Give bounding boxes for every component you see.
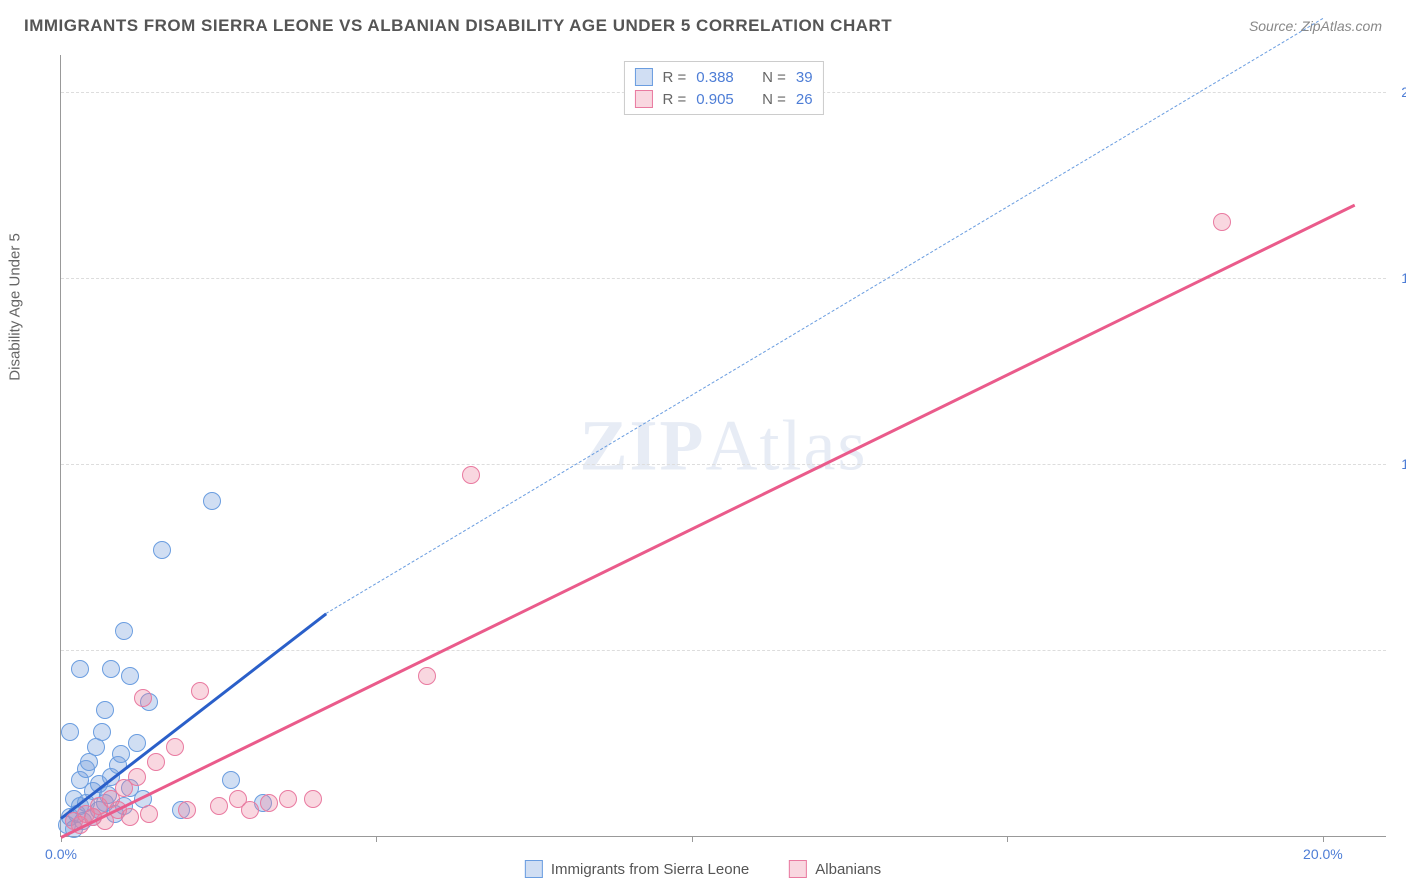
data-point [147,753,165,771]
trend-line [60,204,1355,839]
data-point [71,660,89,678]
source-attribution: Source: ZipAtlas.com [1249,18,1382,34]
data-point [102,660,120,678]
gridline [61,464,1386,465]
data-point [178,801,196,819]
stats-legend: R = 0.388 N = 39R = 0.905 N = 26 [623,61,823,115]
data-point [112,745,130,763]
data-point [304,790,322,808]
x-tick-mark [376,836,377,842]
gridline [61,278,1386,279]
data-point [222,771,240,789]
data-point [121,808,139,826]
legend-swatch [525,860,543,878]
legend-swatch [634,68,652,86]
legend-stat-row: R = 0.905 N = 26 [634,88,812,110]
data-point [241,801,259,819]
data-point [203,492,221,510]
data-point [191,682,209,700]
data-point [260,794,278,812]
y-tick-label: 10.0% [1401,456,1406,472]
data-point [166,738,184,756]
y-tick-label: 15.0% [1401,270,1406,286]
legend-series-item: Immigrants from Sierra Leone [525,860,749,878]
data-point [462,466,480,484]
trend-line [326,18,1323,614]
data-point [1213,213,1231,231]
x-tick-mark [1007,836,1008,842]
data-point [279,790,297,808]
legend-series-item: Albanians [789,860,881,878]
plot-region: R = 0.388 N = 39R = 0.905 N = 26 ZIPAtla… [60,55,1386,837]
y-tick-label: 20.0% [1401,84,1406,100]
series-legend: Immigrants from Sierra Leone Albanians [525,860,881,878]
x-tick-label: 20.0% [1303,846,1343,862]
data-point [115,622,133,640]
x-tick-mark [692,836,693,842]
data-point [418,667,436,685]
x-tick-mark [1323,836,1324,842]
watermark: ZIPAtlas [579,404,867,487]
data-point [140,805,158,823]
data-point [121,667,139,685]
legend-stat-row: R = 0.388 N = 39 [634,66,812,88]
data-point [153,541,171,559]
data-point [134,689,152,707]
data-point [61,723,79,741]
data-point [96,701,114,719]
legend-swatch [634,90,652,108]
chart-title: IMMIGRANTS FROM SIERRA LEONE VS ALBANIAN… [24,16,892,36]
x-tick-label: 0.0% [45,846,77,862]
legend-swatch [789,860,807,878]
chart-area: Disability Age Under 5 R = 0.388 N = 39R… [60,55,1386,837]
data-point [128,734,146,752]
data-point [93,723,111,741]
gridline [61,650,1386,651]
data-point [128,768,146,786]
y-axis-label: Disability Age Under 5 [7,233,24,381]
data-point [210,797,228,815]
